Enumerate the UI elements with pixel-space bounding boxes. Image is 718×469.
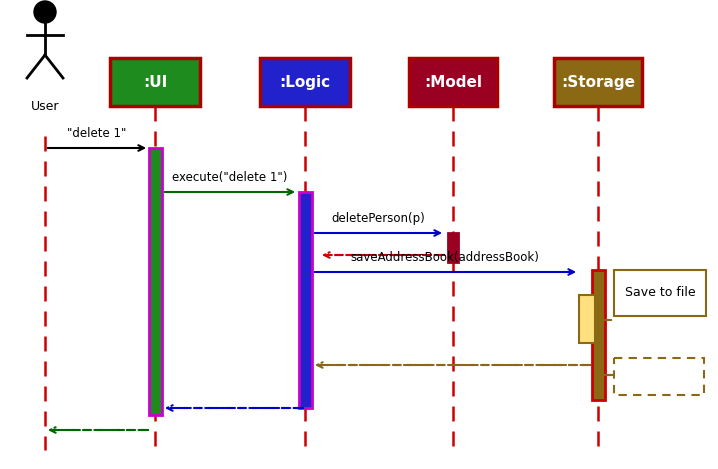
- Text: execute("delete 1"): execute("delete 1"): [172, 171, 288, 184]
- Text: :Storage: :Storage: [561, 75, 635, 90]
- Circle shape: [34, 1, 56, 23]
- Bar: [448, 233, 458, 262]
- Bar: [614, 270, 706, 316]
- Bar: [110, 58, 200, 106]
- Text: deletePerson(p): deletePerson(p): [331, 212, 425, 225]
- Bar: [592, 270, 605, 400]
- Text: :Model: :Model: [424, 75, 482, 90]
- Bar: [260, 58, 350, 106]
- Text: Save to file: Save to file: [625, 287, 695, 300]
- Bar: [409, 58, 497, 106]
- Bar: [149, 148, 162, 415]
- Text: saveAddressBook(addressBook): saveAddressBook(addressBook): [350, 251, 539, 264]
- Bar: [554, 58, 642, 106]
- Text: "delete 1": "delete 1": [67, 127, 126, 140]
- Text: :Logic: :Logic: [279, 75, 330, 90]
- Text: User: User: [31, 100, 60, 113]
- Bar: [614, 358, 704, 395]
- Bar: [299, 192, 312, 408]
- Text: :UI: :UI: [143, 75, 167, 90]
- Bar: [579, 295, 595, 343]
